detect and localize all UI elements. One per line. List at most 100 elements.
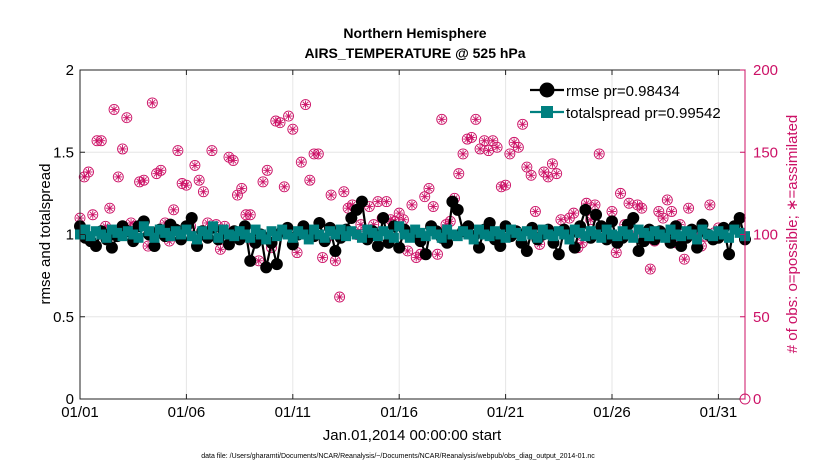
obs-possible-marker — [108, 104, 120, 115]
obs-assimilated-marker — [556, 215, 565, 224]
obs-assimilated-marker — [493, 143, 502, 152]
asterisk-stroke — [613, 249, 620, 256]
obs-assimilated-marker — [608, 207, 616, 216]
asterisk-stroke — [306, 177, 313, 184]
asterisk-stroke — [625, 200, 633, 207]
obs-assimilated-marker — [288, 125, 297, 134]
totalspread-point — [628, 232, 639, 243]
obs-possible-marker — [551, 168, 563, 180]
obs-assimilated-marker — [467, 133, 476, 142]
obs-assimilated-marker — [527, 171, 536, 180]
obs-possible-marker — [653, 206, 665, 217]
asterisk-stroke — [285, 112, 292, 120]
obs-assimilated-marker — [224, 153, 233, 162]
rmse-point — [377, 212, 390, 225]
rmse-point — [579, 203, 592, 216]
obs-assimilated-marker — [539, 167, 548, 176]
obs-possible-marker — [287, 123, 299, 135]
plot-area — [74, 97, 751, 405]
asterisk-stroke — [281, 183, 288, 190]
obs-assimilated-marker — [590, 200, 599, 209]
obs-possible-marker — [504, 148, 516, 160]
obs-possible-marker — [168, 204, 180, 216]
asterisk-stroke — [289, 126, 296, 133]
asterisk-stroke — [540, 168, 548, 176]
totalspread-point — [564, 234, 575, 245]
asterisk-stroke — [238, 185, 245, 192]
obs-assimilated-marker — [429, 202, 438, 211]
obs-assimilated-marker — [335, 293, 344, 302]
totalspread-point — [144, 226, 155, 237]
obs-assimilated-marker — [148, 98, 157, 107]
asterisk-stroke — [608, 208, 616, 215]
x-tick-label: 01/26 — [593, 404, 631, 421]
obs-assimilated-marker — [373, 197, 382, 206]
obs-possible-marker — [517, 118, 529, 130]
obs-possible-marker — [232, 189, 243, 201]
totalspread-point — [468, 234, 479, 245]
asterisk-stroke — [685, 205, 692, 212]
asterisk-stroke — [247, 211, 254, 218]
obs-possible-marker — [155, 164, 167, 176]
asterisk-stroke — [217, 246, 224, 253]
rmse-point — [371, 240, 384, 253]
obs-possible-marker — [278, 181, 290, 193]
legend-label: rmse pr=0.98434 — [566, 83, 680, 100]
obs-possible-marker — [197, 186, 209, 198]
totalspread-point — [149, 232, 160, 243]
obs-assimilated-marker — [616, 189, 625, 198]
rmse-point — [552, 248, 565, 261]
asterisk-stroke — [655, 208, 662, 215]
obs-assimilated-marker — [301, 100, 310, 109]
asterisk-stroke — [115, 173, 122, 181]
rmse-point — [627, 212, 640, 225]
obs-possible-marker — [274, 117, 286, 129]
obs-possible-marker — [568, 207, 580, 219]
obs-possible-marker — [283, 110, 294, 122]
obs-assimilated-marker — [522, 163, 531, 172]
obs-possible-marker — [615, 187, 626, 199]
obs-assimilated-marker — [216, 245, 225, 254]
asterisk-stroke — [106, 205, 113, 212]
left-y-tick-label: 2 — [66, 62, 74, 79]
asterisk-stroke — [81, 173, 88, 181]
obs-assimilated-marker — [190, 161, 199, 170]
obs-possible-marker — [295, 156, 307, 168]
obs-possible-marker — [432, 248, 443, 260]
rmse-point — [329, 244, 342, 257]
obs-assimilated-marker — [110, 105, 119, 114]
rmse-point — [723, 248, 736, 261]
asterisk-stroke — [255, 257, 262, 264]
right-y-tick-label: 150 — [753, 144, 778, 161]
asterisk-stroke — [110, 106, 118, 113]
obs-assimilated-marker — [518, 120, 527, 129]
obs-assimilated-marker — [237, 184, 246, 193]
obs-possible-marker — [512, 141, 524, 153]
rmse-point — [260, 261, 273, 274]
obs-assimilated-marker — [663, 195, 672, 204]
left-y-axis-label: rmse and totalspread — [37, 164, 54, 305]
obs-assimilated-marker — [331, 256, 340, 265]
asterisk-stroke — [706, 201, 714, 209]
obs-assimilated-marker — [169, 205, 178, 214]
x-tick-label: 01/06 — [168, 404, 206, 421]
obs-assimilated-marker — [471, 115, 480, 124]
asterisk-stroke — [357, 221, 365, 228]
asterisk-stroke — [396, 209, 403, 217]
asterisk-stroke — [421, 193, 428, 200]
asterisk-stroke — [183, 182, 190, 189]
rmse-point — [89, 240, 102, 253]
obs-assimilated-marker — [152, 169, 161, 178]
legend-marker-square — [541, 106, 553, 118]
obs-assimilated-marker — [297, 158, 306, 167]
obs-assimilated-marker — [531, 207, 540, 216]
asterisk-stroke — [204, 219, 211, 227]
obs-possible-marker — [644, 263, 656, 275]
rmse-point — [105, 241, 118, 254]
obs-possible-marker — [236, 182, 248, 194]
rmse-point — [733, 212, 746, 225]
obs-assimilated-marker — [424, 184, 433, 193]
obs-assimilated-marker — [80, 172, 89, 181]
asterisk-stroke — [319, 254, 326, 261]
asterisk-stroke — [659, 214, 667, 222]
